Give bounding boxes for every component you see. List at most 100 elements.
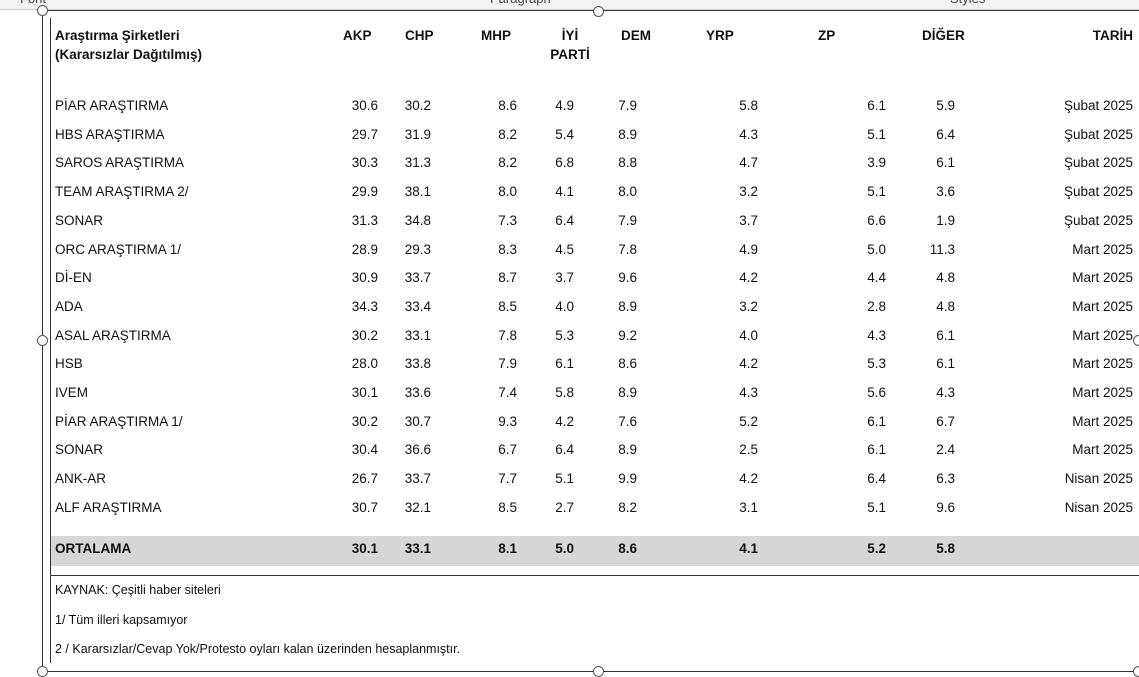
average-row-bg [51,536,1139,566]
row-cell: 30.4 [351,442,378,458]
row-cell: 5.9 [936,98,955,113]
row-cell: 4.2 [739,471,758,487]
row-cell: 30.2 [404,98,431,113]
row-cell: 33.7 [404,471,431,487]
row-cell: 5.2 [739,413,758,429]
header-cell: PARTİ [550,47,590,62]
row-cell: 33.4 [404,298,431,314]
row-cell: 30.6 [351,98,378,113]
row-cell: Mart 2025 [1072,356,1133,372]
footnote: 1/ Tüm illeri kapsamıyor [55,612,188,627]
row-cell: 8.6 [618,356,637,372]
row-cell: 9.6 [936,499,955,515]
row-cell: 2.5 [739,442,758,458]
row-label: SAROS ARAŞTIRMA [55,155,185,171]
row-cell: Şubat 2025 [1063,126,1133,142]
resize-handle[interactable] [37,335,48,346]
row-cell: 7.7 [498,471,517,487]
row-cell: 8.2 [498,155,517,171]
row-cell: 36.6 [404,442,431,458]
row-cell: 32.1 [404,499,431,515]
row-cell: 5.1 [867,184,886,200]
row-cell: 4.4 [867,270,886,286]
header-cell: Araştırma Şirketleri [55,28,180,43]
row-cell: 4.9 [555,98,574,113]
row-cell: 33.1 [404,327,431,343]
row-label: HSB [55,356,83,372]
average-cell: 4.1 [739,541,758,556]
row-cell: 6.4 [555,212,574,228]
row-cell: 30.2 [351,413,378,429]
row-cell: 7.9 [618,98,637,113]
row-cell: 5.8 [555,385,574,400]
resize-handle[interactable] [593,6,604,17]
row-cell: 6.4 [867,471,886,487]
row-cell: 30.2 [351,327,378,343]
row-cell: Mart 2025 [1072,241,1133,257]
row-cell: 4.7 [739,155,758,171]
row-cell: 6.1 [936,155,955,171]
resize-handle[interactable] [1133,335,1139,346]
row-cell: 8.9 [618,126,637,142]
row-cell: 1.9 [936,212,955,228]
row-cell: 7.8 [498,327,517,343]
row-cell: 4.8 [936,298,955,314]
row-cell: Şubat 2025 [1063,212,1133,228]
row-cell: 30.1 [351,385,378,400]
row-cell: 11.3 [929,241,955,257]
row-cell: 6.1 [936,327,955,343]
row-cell: 4.3 [867,327,886,343]
row-cell: 9.9 [618,471,637,487]
row-cell: 8.5 [498,298,517,314]
row-cell: 7.9 [618,212,637,228]
frame-bottom [42,671,1139,672]
row-cell: 5.1 [867,126,886,142]
row-cell: 30.9 [351,270,378,286]
row-label: ADA [55,298,83,314]
row-cell: 31.3 [404,155,431,171]
row-cell: 3.7 [555,270,574,286]
row-cell: 8.9 [618,385,637,400]
row-cell: 5.8 [739,98,758,113]
average-cell: 5.0 [555,541,574,556]
row-cell: 31.9 [404,126,431,142]
row-cell: 6.7 [936,413,955,429]
row-cell: 6.1 [867,98,886,113]
resize-handle[interactable] [1133,666,1139,677]
resize-handle[interactable] [37,666,48,677]
row-label: SONAR [55,442,104,458]
resize-handle[interactable] [593,666,604,677]
row-cell: 8.0 [618,184,637,200]
resize-handle[interactable] [37,5,48,16]
row-cell: Mart 2025 [1072,298,1133,314]
table-left [50,18,51,663]
row-cell: Mart 2025 [1072,270,1133,286]
header-cell: AKP [343,28,372,43]
ribbon-label[interactable]: Paragraph [490,0,551,6]
row-label: ORC ARAŞTIRMA 1/ [55,241,182,257]
row-cell: 5.3 [555,327,574,343]
header-cell: (Kararsızlar Dağıtılmış) [55,47,203,62]
row-cell: 4.3 [936,385,955,400]
row-cell: 8.6 [498,98,517,113]
ribbon-label[interactable]: Font [20,0,46,6]
row-cell: 5.1 [867,499,886,515]
row-cell: 5.4 [555,126,574,142]
row-cell: Mart 2025 [1072,413,1133,429]
row-cell: 7.3 [498,212,517,228]
row-cell: 5.1 [555,471,574,487]
row-cell: 4.8 [936,270,955,286]
average-cell: 8.6 [618,541,637,556]
average-cell: 5.2 [867,541,886,556]
row-cell: 26.7 [351,471,378,487]
row-label: PİAR ARAŞTIRMA 1/ [55,413,183,429]
row-cell: Mart 2025 [1072,385,1133,400]
row-cell: 31.3 [351,212,378,228]
row-cell: 9.3 [498,413,517,429]
row-cell: 29.9 [351,184,378,200]
row-cell: 33.8 [404,356,431,372]
row-label: ANK-AR [55,471,107,487]
ribbon-label[interactable]: Styles [950,0,985,6]
row-label: PİAR ARAŞTIRMA [55,98,169,113]
